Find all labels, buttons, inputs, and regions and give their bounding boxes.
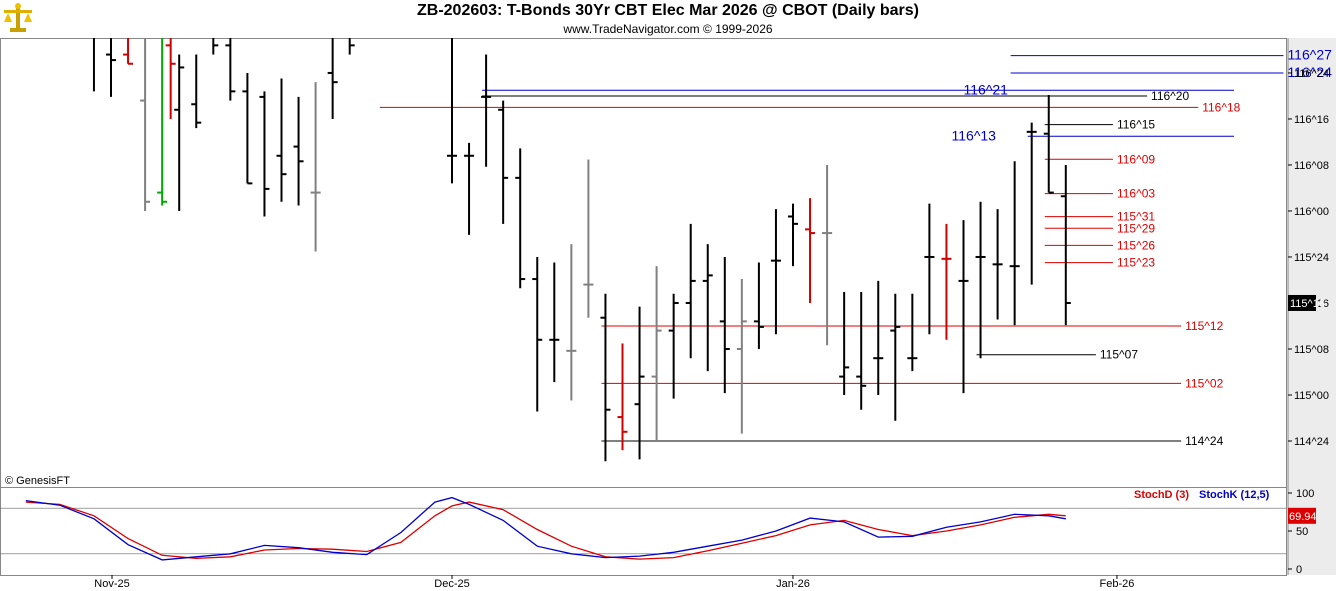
x-tick-label: Nov-25: [94, 578, 129, 590]
price-plot-group: [92, 38, 1284, 462]
price-tick-label: 116^00: [1294, 206, 1329, 218]
x-tick-label: Jan-26: [776, 578, 810, 590]
last-price-marker: [1288, 294, 1316, 311]
stoch-legend-entry: StochK (12,5): [1199, 489, 1270, 501]
chart-title: ZB-202603: T-Bonds 30Yr CBT Elec Mar 202…: [417, 2, 919, 19]
level-label: 116^24: [1287, 64, 1332, 80]
level-label: 115^31: [1117, 210, 1155, 224]
level-label: 115^12: [1185, 319, 1223, 333]
title-bar: ZB-202603: T-Bonds 30Yr CBT Elec Mar 202…: [0, 0, 1336, 38]
level-label: 116^15: [1117, 118, 1155, 132]
level-label: 115^02: [1185, 376, 1223, 390]
level-label: 116^13: [952, 127, 997, 143]
price-pane: 116^27 116^24 116^21 116^20 116^18 116^15 116^…: [92, 38, 1332, 462]
stoch-series-line: [25, 501, 1066, 560]
price-tick-label: 115^24: [1294, 252, 1329, 264]
level-label: 116^21: [964, 81, 1009, 97]
stoch-plot-group: [0, 496, 1286, 561]
stoch-value-marker: [1288, 507, 1316, 524]
level-label: 115^29: [1117, 221, 1155, 235]
price-tick-label: 116^16: [1294, 114, 1329, 126]
axes: 114^24 115^00 115^08 115^16 115^24 116^00 116^…: [94, 68, 1329, 590]
level-label: 115^07: [1100, 348, 1138, 362]
stoch-tick-label: 0: [1296, 564, 1302, 576]
level-label: 115^23: [1117, 256, 1155, 270]
price-tick-label: 115^00: [1294, 390, 1329, 402]
last-price-label: 115^16: [1290, 298, 1325, 310]
stoch-series-line: [25, 496, 1066, 561]
x-tick-label: Feb-26: [1100, 578, 1135, 590]
level-label: 114^24: [1185, 434, 1223, 448]
stoch-tick-label: 50: [1296, 526, 1308, 538]
chart-subtitle: www.TradeNavigator.com © 1999-2026: [563, 22, 773, 36]
watermark-text: © GenesisFT: [5, 475, 70, 487]
level-label: 116^20: [1151, 89, 1189, 103]
gold-scale-logo-icon: [2, 2, 34, 34]
price-tick-label: 114^24: [1294, 436, 1329, 448]
stoch-pane-frame: [0, 487, 1287, 576]
level-label: 116^27: [1287, 47, 1332, 63]
stoch-legend-entry: StochD (3): [1134, 489, 1189, 501]
x-tick-label: Dec-25: [434, 578, 469, 590]
price-tick-label: 116^24: [1294, 68, 1329, 80]
level-label: 116^03: [1117, 187, 1155, 201]
level-label: 116^18: [1202, 100, 1240, 114]
level-label: 116^09: [1117, 152, 1155, 166]
stoch-value-label: 69.94: [1289, 511, 1317, 523]
stochastic-pane: StochD (3) StochK (12,5): [0, 489, 1286, 561]
stoch-tick-label: 100: [1296, 488, 1314, 500]
price-tick-label: 116^08: [1294, 160, 1329, 172]
price-tick-label: 115^08: [1294, 344, 1329, 356]
level-label: 115^26: [1117, 238, 1155, 252]
